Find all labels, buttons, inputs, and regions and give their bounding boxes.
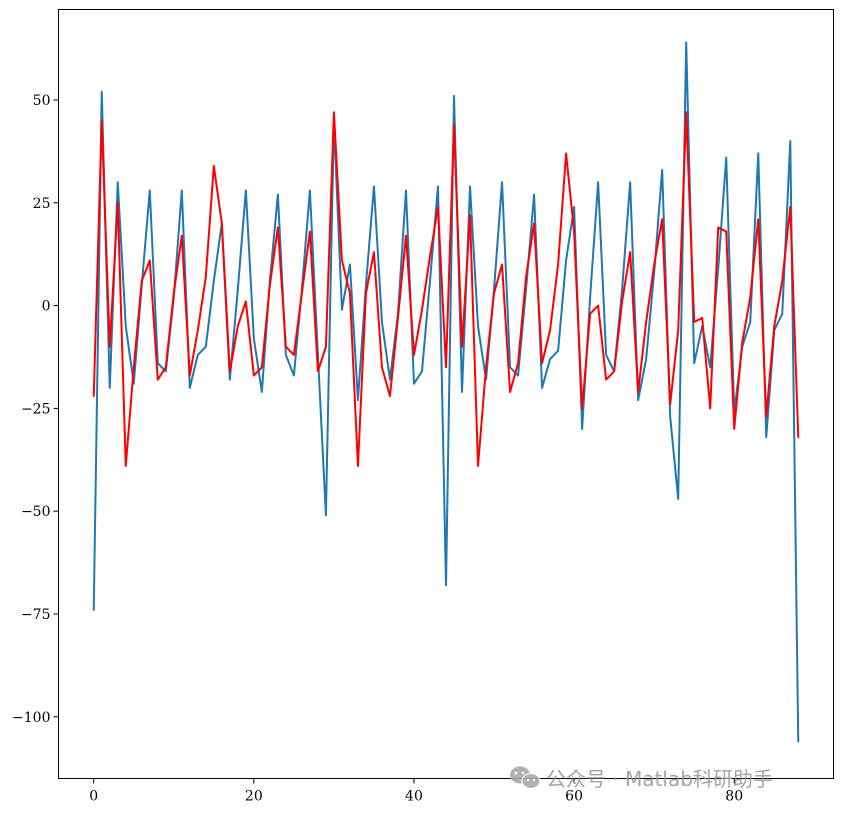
y-tick-label: −100 [12,710,50,726]
y-axis: −100 −75 −50 −25 0 25 50 [12,93,59,726]
plot-frame [58,9,834,779]
series-line-1 [92,41,800,743]
x-tick-label: 20 [245,789,263,805]
wechat-icon [510,766,541,790]
y-tick-label: 50 [33,93,51,109]
series-line-2 [92,111,800,467]
x-tick-label: 40 [405,789,423,805]
x-tick-label: 80 [725,789,743,805]
x-axis: 0 20 40 60 80 [89,778,743,805]
watermark-text: 公众号 · Matlab科研助手 [546,767,773,791]
y-tick-label: −25 [21,401,51,417]
watermark: 公众号 · Matlab科研助手 [510,766,773,791]
x-tick-label: 0 [89,789,98,805]
y-tick-label: 25 [33,196,51,212]
y-tick-label: −75 [21,607,51,623]
x-tick-label: 60 [565,789,583,805]
series-layer [92,41,800,743]
y-tick-label: −50 [21,504,51,520]
y-tick-label: 0 [42,299,51,315]
